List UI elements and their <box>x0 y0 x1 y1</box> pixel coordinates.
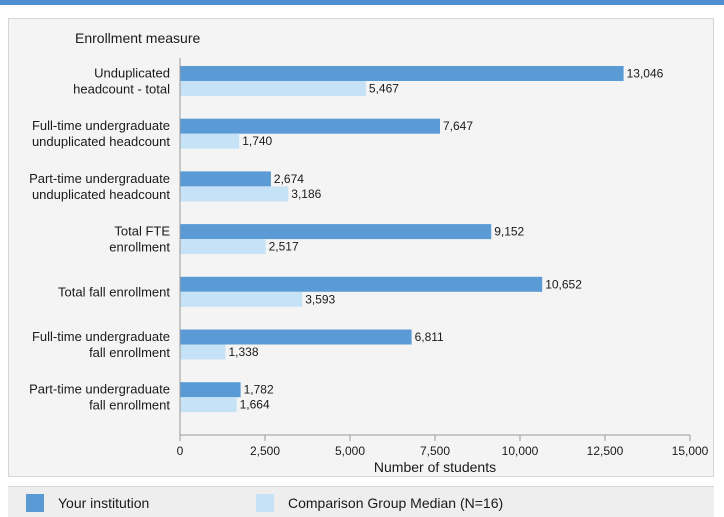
top-accent-rule <box>0 0 724 5</box>
bar-your-institution <box>180 276 543 292</box>
category-label: Total fall enrollment <box>58 284 170 299</box>
legend-label-your-institution: Your institution <box>58 495 150 511</box>
legend-swatch-your-institution <box>26 494 44 512</box>
legend-label-comparison-median: Comparison Group Median (N=16) <box>288 495 504 511</box>
bar-comparison-median <box>180 81 366 96</box>
legend: Your institution Comparison Group Median… <box>8 486 714 517</box>
legend-item-your-institution: Your institution <box>26 494 149 512</box>
category-label-line: Part-time undergraduate <box>29 382 170 397</box>
bar-comparison-median <box>180 239 266 255</box>
x-tick-label: 7,500 <box>420 444 450 458</box>
legend-item-comparison-median: Comparison Group Median (N=16) <box>256 494 503 512</box>
x-tick-label: 2,500 <box>250 444 280 458</box>
category-label-line: Total FTE <box>114 224 170 239</box>
bar-your-institution <box>180 171 271 187</box>
x-tick-label: 5,000 <box>335 444 365 458</box>
bar-your-institution <box>180 118 440 134</box>
x-tick-label: 0 <box>177 444 184 458</box>
category-label: Part-time undergraduate unduplicated head… <box>29 171 170 202</box>
bar-your-institution <box>180 382 241 398</box>
bar-your-institution <box>180 224 492 240</box>
category-label: Full-time undergraduate fall enrollment <box>32 329 170 360</box>
bar-value-label: 2,517 <box>269 240 299 254</box>
x-axis-ticks: 0 2,500 5,000 7,500 10,000 12,500 15,000 <box>177 435 709 458</box>
bar-comparison-median <box>180 133 240 149</box>
category-label-line: Unduplicated <box>94 66 170 81</box>
category-label-line: fall enrollment <box>89 345 170 360</box>
bar-value-label: 9,152 <box>494 225 524 239</box>
bar-value-label: 3,593 <box>305 292 335 306</box>
x-tick-label: 15,000 <box>672 444 709 458</box>
bar-your-institution <box>180 66 624 81</box>
category-label-line: unduplicated headcount <box>32 187 170 202</box>
x-tick-label: 10,000 <box>502 444 539 458</box>
bar-value-label: 1,782 <box>244 383 274 397</box>
bar-value-label: 13,046 <box>627 67 664 81</box>
bar-value-label: 2,674 <box>274 172 304 186</box>
bar-value-label: 3,186 <box>291 187 321 201</box>
category-label: Total FTE enrollment <box>109 224 170 255</box>
legend-swatch-comparison-median <box>256 494 274 512</box>
bar-comparison-median <box>180 291 303 307</box>
category-label-line: Full-time undergraduate <box>32 118 170 133</box>
category-label-line: fall enrollment <box>89 398 170 413</box>
category-label-line: unduplicated headcount <box>32 134 170 149</box>
category-label-line: Full-time undergraduate <box>32 329 170 344</box>
bar-value-label: 1,740 <box>242 134 272 148</box>
category-label-line: headcount - total <box>73 82 170 97</box>
x-axis-label: Number of students <box>374 459 496 475</box>
category-label-line: Part-time undergraduate <box>29 171 170 186</box>
category-label: Unduplicated headcount - total <box>73 66 170 97</box>
bar-value-label: 7,647 <box>443 119 473 133</box>
bar-comparison-median <box>180 397 237 413</box>
bar-comparison-median <box>180 344 226 360</box>
chart-title: Enrollment measure <box>75 30 200 46</box>
bar-value-label: 6,811 <box>415 330 444 344</box>
bars <box>180 66 624 413</box>
bar-value-label: 5,467 <box>369 82 399 96</box>
bar-value-label: 1,664 <box>240 398 270 412</box>
bar-value-label: 10,652 <box>545 277 582 291</box>
category-labels: Unduplicated headcount - total Full-time u… <box>29 66 170 413</box>
category-label-line: enrollment <box>109 240 170 255</box>
category-label: Full-time undergraduate unduplicated head… <box>32 118 170 149</box>
category-label-line: Total fall enrollment <box>58 284 170 299</box>
bar-value-label: 1,338 <box>229 345 259 359</box>
category-label: Part-time undergraduate fall enrollment <box>29 382 170 413</box>
bar-comparison-median <box>180 186 289 202</box>
x-tick-label: 12,500 <box>587 444 624 458</box>
bar-your-institution <box>180 329 412 345</box>
